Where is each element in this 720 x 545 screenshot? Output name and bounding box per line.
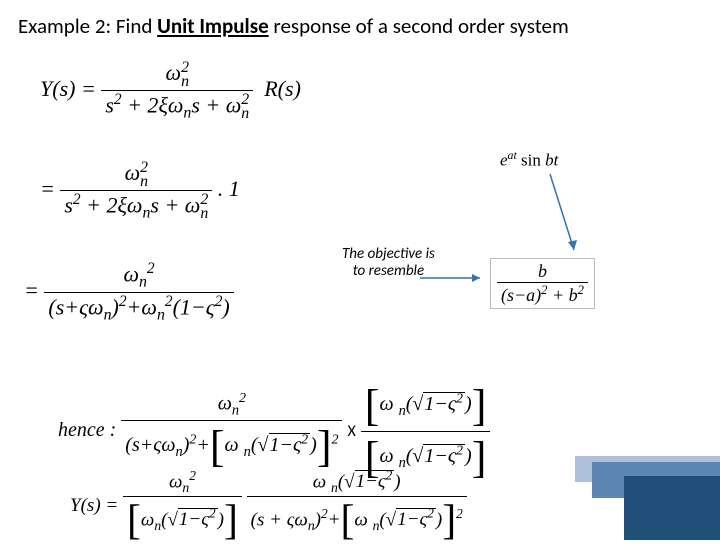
sub-n9: n <box>157 306 165 323</box>
slide-title: Example 2: Find Unit Impulse response of… <box>18 14 702 39</box>
sym-s7: s <box>56 294 65 319</box>
sym-omega11: ω <box>161 434 175 456</box>
sub-n11: n <box>176 444 183 460</box>
sym-s4: s <box>285 76 294 101</box>
deco-dark <box>624 476 720 540</box>
sub-n7: n <box>139 274 147 291</box>
sym-omega17: ω <box>313 471 326 492</box>
sub-n17: n <box>331 480 338 495</box>
sym-s10: s <box>257 509 264 530</box>
sym-omega15: ω <box>169 471 182 492</box>
sym-Y: Y <box>40 76 52 101</box>
equation-2: = ω2n s2 + 2ξωns + ω2n . 1 <box>40 160 240 222</box>
sym-omega16: ω <box>141 509 154 530</box>
sym-s: s <box>60 76 69 101</box>
sym-xi: ξ <box>158 92 167 117</box>
hint-num: b <box>497 261 588 283</box>
sym-omega7: ω <box>123 261 139 286</box>
sym-s2: s <box>105 92 114 117</box>
sym-omega19: ω <box>354 509 367 530</box>
frac-5b: ω n(√1−ς2) (s + ςωn)2+[ω n(√1−ς2)]2 <box>247 468 467 545</box>
sym-zeta4: ς <box>293 434 301 456</box>
sub-n13: n <box>399 403 406 419</box>
sym-omega3: ω <box>226 92 242 117</box>
sym-s3: s <box>191 92 200 117</box>
sub-n3: n <box>241 107 249 121</box>
hint-at: at <box>508 148 517 162</box>
sym-s6: s <box>150 192 159 217</box>
sub-n: n <box>181 75 189 89</box>
sym-zeta2: ς <box>206 294 215 319</box>
sub-n12: n <box>244 444 251 460</box>
sym-omega8: ω <box>88 294 104 319</box>
hint-transform: b (s−a)2 + b2 <box>490 258 595 309</box>
title-pre: Example 2: Find <box>18 13 157 39</box>
sym-omega9: ω <box>141 294 157 319</box>
slide: Example 2: Find Unit Impulse response of… <box>0 0 720 540</box>
sym-zeta6: ς <box>448 445 456 467</box>
sym-omega12: ω <box>225 434 239 456</box>
sym-s9: s <box>87 495 94 516</box>
frac-1: ω2n s2 + 2ξωns + ω2n <box>101 60 253 122</box>
arrow-objective-to-hint2 <box>418 270 490 286</box>
sub-n8: n <box>104 306 112 323</box>
sym-omega4: ω <box>125 160 141 185</box>
objective-line1: The objective is <box>342 246 435 263</box>
title-post: response of a second order system <box>269 13 569 39</box>
sym-zeta8: ς <box>378 471 386 492</box>
multiply-x: X <box>347 422 355 441</box>
equation-1: Y(s) = ω2n s2 + 2ξωns + ω2n R(s) <box>40 60 301 122</box>
sub-n4: n <box>140 175 148 189</box>
sym-zeta5: ς <box>448 393 456 415</box>
sub-n10: n <box>232 403 239 419</box>
sym-s5: s <box>64 192 73 217</box>
sym-omega18: ω <box>294 509 307 530</box>
hint-e: e <box>500 151 508 170</box>
equation-3: = ωn2 (s+ςωn)2+ωn2(1−ς2) <box>24 260 234 324</box>
frac-2: ω2n s2 + 2ξωns + ω2n <box>60 160 212 222</box>
sub-n6: n <box>200 207 208 221</box>
sym-omega5: ω <box>127 192 143 217</box>
sym-xi2: ξ <box>117 192 126 217</box>
sym-omega2: ω <box>168 92 184 117</box>
sym-omega13: ω <box>379 393 393 415</box>
sym-omega: ω <box>166 60 182 85</box>
hence-label: hence : <box>58 419 116 441</box>
arrow-hint1-to-hint2 <box>544 172 584 258</box>
sym-omega14: ω <box>379 445 393 467</box>
hint-exp-sin: eat sin bt <box>500 148 558 171</box>
sub-n18: n <box>308 518 315 533</box>
sym-omega6: ω <box>185 192 201 217</box>
times-one: . 1 <box>218 176 240 201</box>
frac-5a: ωn2 [ωn(√1−ς2)] <box>123 468 242 545</box>
sym-Y2: Y <box>70 495 81 516</box>
sym-zeta: ς <box>79 294 88 319</box>
sym-R: R <box>264 76 277 101</box>
slide-decoration <box>575 428 720 540</box>
sub-n16: n <box>154 518 161 533</box>
hint-sin: sin <box>517 151 545 170</box>
sym-omega10: ω <box>218 393 232 415</box>
frac-3: ωn2 (s+ςωn)2+ωn2(1−ς2) <box>44 260 233 324</box>
title-strong: Unit Impulse <box>157 13 269 39</box>
hint-bt: bt <box>545 151 558 170</box>
equation-5: Y(s) = ωn2 [ωn(√1−ς2)] ω n(√1−ς2) (s + ς… <box>70 468 467 545</box>
hint-frac: b (s−a)2 + b2 <box>497 261 588 306</box>
hint-s: s <box>507 285 514 305</box>
sub-n19: n <box>373 518 380 533</box>
sym-zeta7: ς <box>201 509 209 530</box>
sym-s8: s <box>132 434 140 456</box>
frac-4: ωn2 (s+ςωn)2+[ω n(√1−ς2)]2 <box>121 391 342 472</box>
